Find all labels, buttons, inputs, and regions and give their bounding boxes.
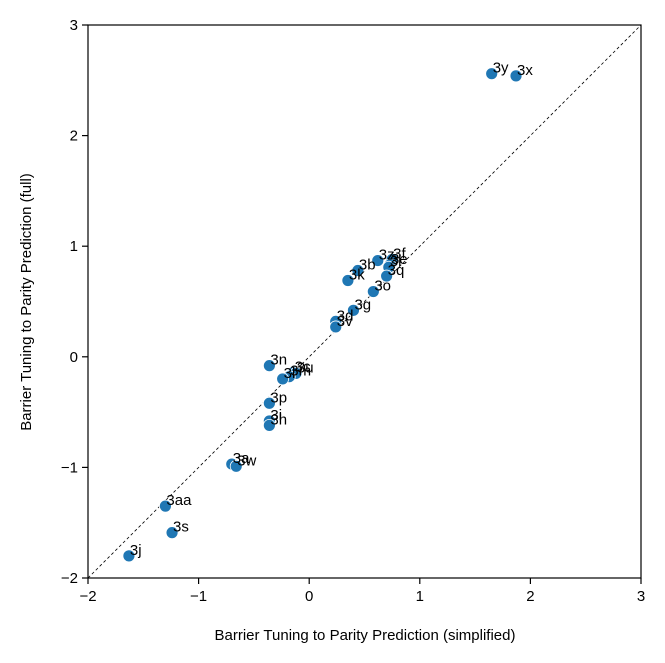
y-tick-label: −1 (61, 459, 78, 476)
data-point-label: 3b (359, 257, 376, 274)
data-point (347, 303, 360, 317)
x-tick-label: −2 (79, 588, 96, 605)
data-point-label: 3i (390, 253, 402, 270)
data-point (262, 359, 276, 373)
data-point-label: 3d (337, 307, 354, 324)
data-point-label: 3m (290, 363, 311, 380)
data-point-label: 3f (393, 245, 406, 262)
data-point-label: 3w (237, 452, 256, 469)
data-point-label: 3i (270, 407, 282, 424)
reference-line (87, 24, 642, 579)
y-tick-label: 1 (70, 238, 78, 255)
data-point (276, 372, 290, 386)
axes-frame (87, 24, 642, 579)
data-point-label: 3s (173, 519, 189, 536)
y-tick-label: 3 (70, 17, 78, 34)
data-point-label: 3l (284, 365, 296, 382)
data-point-label: 3o (374, 278, 391, 295)
data-point-label: 3n (270, 352, 287, 369)
x-tick-label: 3 (637, 588, 645, 605)
data-point-label: 3v (337, 313, 353, 330)
data-point (380, 269, 394, 283)
data-point (165, 526, 179, 540)
data-point-label: 3x (517, 62, 533, 79)
data-point (122, 549, 136, 563)
data-point (329, 320, 343, 334)
data-point-label: 3q (388, 262, 405, 279)
data-point (229, 459, 243, 473)
data-point-label: 3a (233, 450, 250, 467)
y-tick-label: 2 (70, 128, 78, 145)
data-point-label: 3g (354, 296, 371, 313)
data-point (351, 264, 365, 277)
x-tick-label: −1 (190, 588, 207, 605)
data-point (341, 274, 355, 287)
data-point-label: 3j (130, 542, 142, 559)
data-point (371, 254, 385, 267)
data-point-label: 3aa (166, 492, 192, 509)
data-point (159, 499, 172, 513)
data-point (485, 67, 499, 81)
y-tick-label: 0 (70, 349, 78, 366)
data-point-label: 3u (297, 359, 314, 376)
data-point-label: 3p (270, 389, 287, 406)
data-point-label: 3z (379, 247, 395, 264)
x-tick-label: 2 (526, 588, 534, 605)
data-point-label: 3h (270, 411, 287, 428)
data-point (262, 396, 276, 410)
data-point-label: 3c (295, 358, 311, 375)
data-point (366, 285, 380, 298)
x-axis-label: Barrier Tuning to Parity Prediction (sim… (215, 627, 516, 644)
data-point-label: 3e (391, 251, 408, 268)
data-point-label: 3k (349, 266, 365, 283)
y-tick-label: −2 (61, 570, 78, 587)
data-point (262, 418, 276, 432)
x-tick-label: 0 (305, 588, 313, 605)
y-axis-label: Barrier Tuning to Parity Prediction (ful… (18, 173, 35, 431)
data-point (509, 69, 523, 83)
x-tick-label: 1 (416, 588, 424, 605)
data-point-label: 3y (493, 60, 509, 77)
